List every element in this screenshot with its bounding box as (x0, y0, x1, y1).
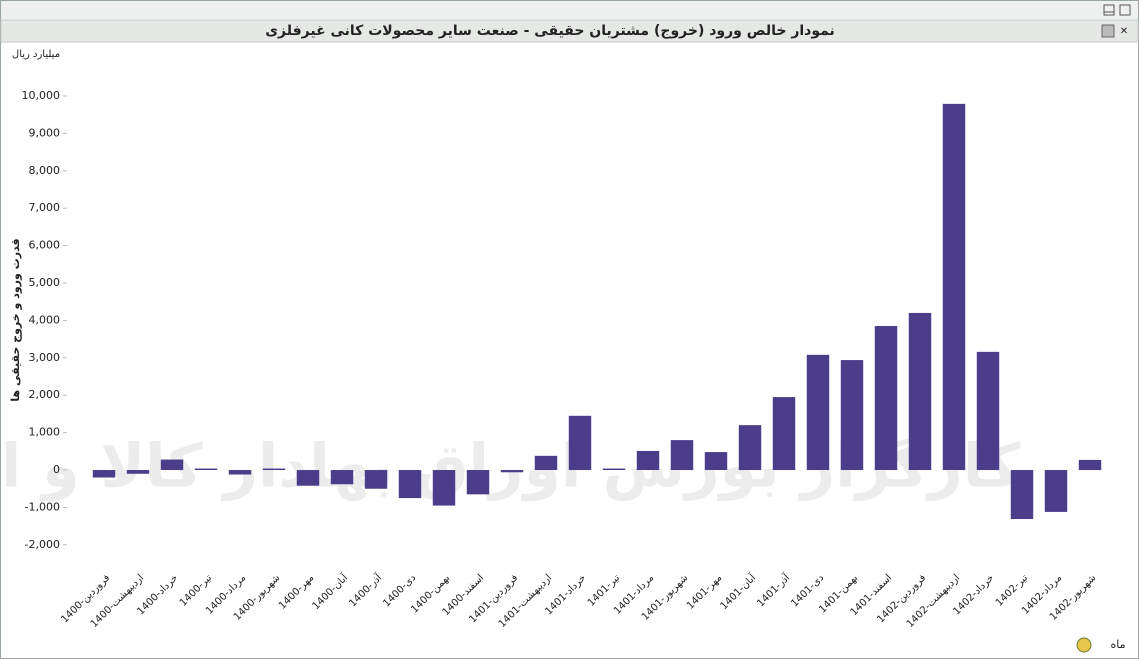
bar (466, 470, 490, 495)
title-bar (0, 19, 1139, 43)
bar (126, 470, 150, 474)
unit-label: میلیارد ریال (12, 49, 60, 60)
y-tick-label: 10,000 (22, 89, 61, 102)
bar (330, 470, 354, 485)
y-tick-label: 5,000 (29, 276, 61, 289)
watermark: کارگزار بورس اوراق بهادار کالا و انرژی (0, 432, 1020, 502)
y-tick-label: 2,000 (29, 388, 61, 401)
maximize-button[interactable] (1103, 4, 1115, 16)
bar (534, 455, 558, 471)
y-tick-label: 7,000 (29, 201, 61, 214)
bar (262, 468, 286, 471)
bar (92, 470, 116, 478)
bar (738, 425, 762, 471)
print-button[interactable] (1101, 24, 1115, 38)
y-tick-label: 3,000 (29, 351, 61, 364)
close-icon[interactable]: ✕ (1120, 26, 1128, 37)
bar (704, 452, 728, 471)
bar (364, 470, 388, 489)
bar (296, 470, 320, 486)
bar (670, 440, 694, 471)
bar (1078, 459, 1102, 471)
y-tick-label: 4,000 (29, 313, 61, 326)
bar (908, 312, 932, 471)
top-bar (1, 1, 1138, 19)
y-tick-label: 0 (53, 463, 60, 476)
bar (840, 360, 864, 471)
y-axis-title: قدرت ورود و خروج حقیقی ها (9, 238, 23, 401)
bar (1044, 470, 1068, 512)
bar (500, 470, 524, 473)
y-tick-label: 6,000 (29, 239, 61, 252)
y-tick-label: 9,000 (29, 126, 61, 139)
bar (160, 459, 184, 471)
bar (228, 470, 252, 475)
bar (398, 470, 422, 499)
bar (806, 354, 830, 471)
y-tick-label: -2,000 (25, 538, 60, 551)
bar (1010, 470, 1034, 520)
refresh-button[interactable] (1076, 637, 1092, 653)
bar (194, 468, 218, 471)
x-axis-title: ماه (1110, 638, 1125, 651)
bar (942, 103, 966, 471)
bar (772, 397, 796, 471)
bar (874, 326, 898, 471)
chart-title: نمودار خالص ورود (خروج) مشتریان حقیقی - … (265, 23, 835, 39)
bar (976, 351, 1000, 471)
bar (602, 468, 626, 471)
bar (432, 470, 456, 506)
y-tick-label: 1,000 (29, 426, 61, 439)
y-tick-label: -1,000 (25, 500, 60, 513)
y-tick-label: 8,000 (29, 164, 61, 177)
bar (568, 415, 592, 471)
bar (636, 450, 660, 471)
restore-button[interactable] (1119, 4, 1131, 16)
